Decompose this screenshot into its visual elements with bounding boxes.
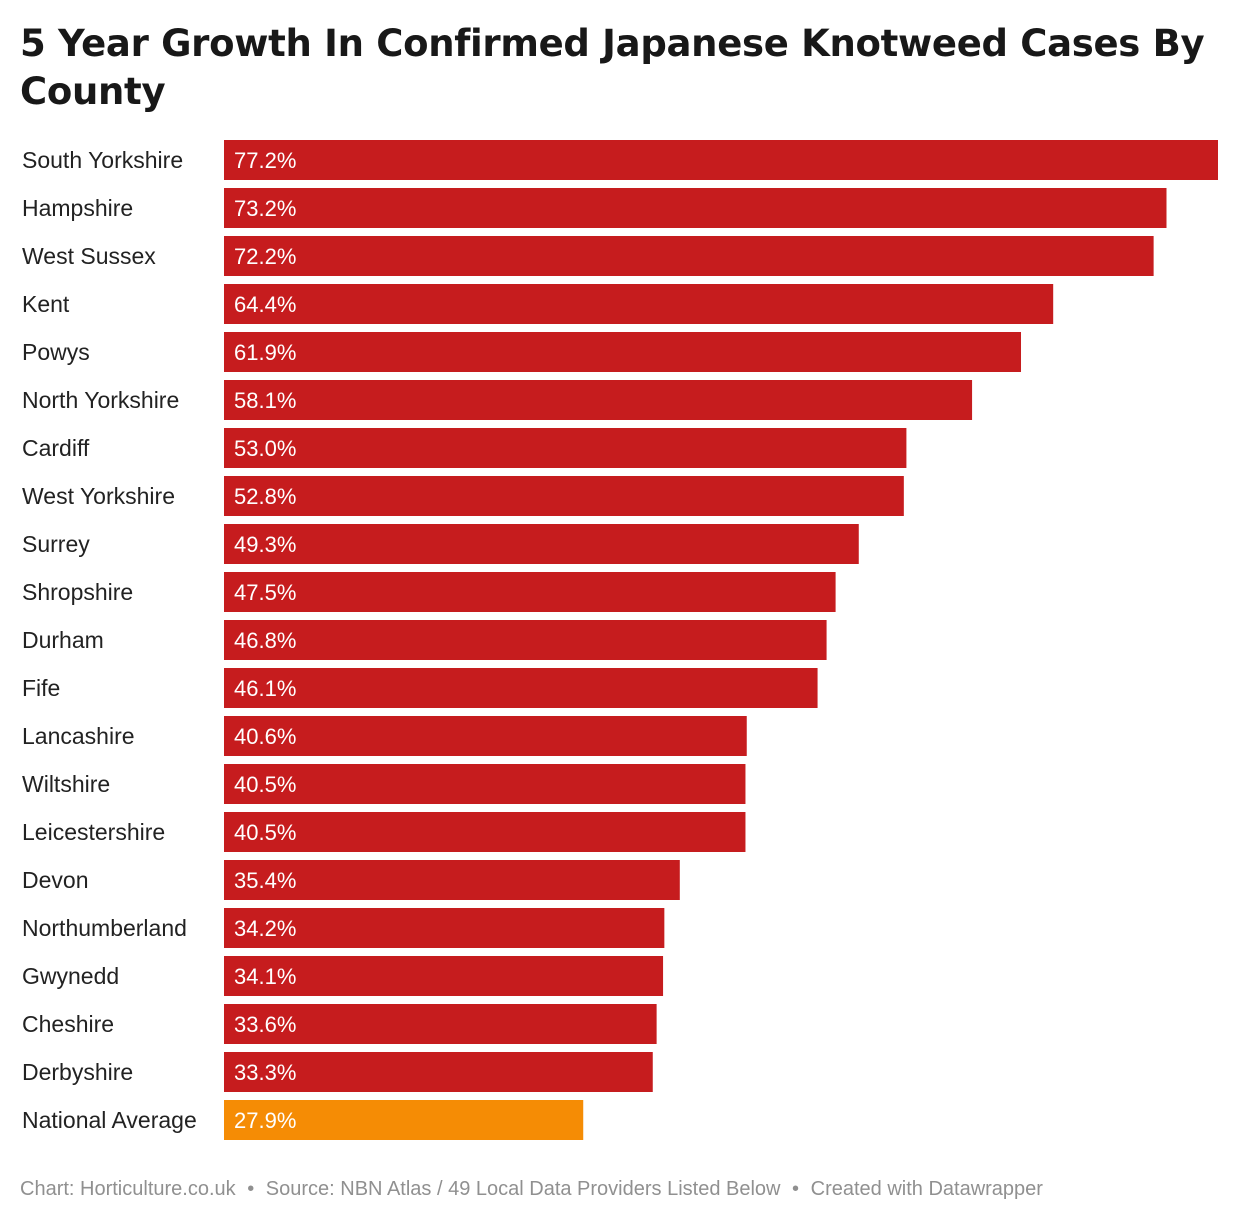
category-label: National Average xyxy=(22,1107,197,1133)
category-label: Wiltshire xyxy=(22,771,110,797)
footer-separator: • xyxy=(792,1178,800,1200)
value-label: 53.0% xyxy=(234,436,296,461)
category-label: Kent xyxy=(22,291,70,317)
bar-chart: South Yorkshire 77.2% Hampshire 73.2% West S… xyxy=(22,140,1218,1140)
bar xyxy=(224,332,1022,372)
bar xyxy=(224,428,907,468)
bar xyxy=(224,620,827,660)
bar xyxy=(224,860,680,900)
value-label: 61.9% xyxy=(234,340,296,365)
category-label: Derbyshire xyxy=(22,1059,133,1085)
bar xyxy=(224,812,746,852)
value-label: 52.8% xyxy=(234,484,296,509)
value-label: 35.4% xyxy=(234,868,296,893)
value-label: 33.6% xyxy=(234,1012,296,1037)
value-label: 27.9% xyxy=(234,1108,296,1133)
value-label: 33.3% xyxy=(234,1060,296,1085)
value-label: 46.1% xyxy=(234,676,296,701)
value-label: 34.2% xyxy=(234,916,296,941)
bar xyxy=(224,1004,657,1044)
value-label: 46.8% xyxy=(234,628,296,653)
bar xyxy=(224,572,836,612)
chart-footer: Chart: Horticulture.co.uk • Source: NBN … xyxy=(20,1178,1043,1201)
bar xyxy=(224,524,859,564)
value-label: 40.5% xyxy=(234,772,296,797)
category-label: Cheshire xyxy=(22,1011,114,1037)
value-label: 77.2% xyxy=(234,148,296,173)
value-label: 49.3% xyxy=(234,532,296,557)
bar xyxy=(224,236,1154,276)
bar xyxy=(224,140,1218,180)
category-label: Powys xyxy=(22,339,90,365)
bar xyxy=(224,764,746,804)
footer-chart-credit: Chart: Horticulture.co.uk xyxy=(20,1178,236,1200)
category-label: Leicestershire xyxy=(22,819,165,845)
category-label: Surrey xyxy=(22,531,90,557)
value-label: 64.4% xyxy=(234,292,296,317)
bar xyxy=(224,908,665,948)
category-label: South Yorkshire xyxy=(22,147,183,173)
value-label: 58.1% xyxy=(234,388,296,413)
category-label: West Yorkshire xyxy=(22,483,175,509)
value-label: 40.5% xyxy=(234,820,296,845)
value-label: 47.5% xyxy=(234,580,296,605)
category-label: Devon xyxy=(22,867,88,893)
category-label: North Yorkshire xyxy=(22,387,179,413)
bar xyxy=(224,1052,653,1092)
category-label: Hampshire xyxy=(22,195,133,221)
category-label: Lancashire xyxy=(22,723,135,749)
category-label: Fife xyxy=(22,675,60,701)
chart-title: 5 Year Growth In Confirmed Japanese Knot… xyxy=(20,22,1205,113)
value-label: 72.2% xyxy=(234,244,296,269)
footer-source: Source: NBN Atlas / 49 Local Data Provid… xyxy=(265,1178,781,1200)
value-label: 73.2% xyxy=(234,196,296,221)
bar xyxy=(224,380,973,420)
bar xyxy=(224,668,818,708)
bar xyxy=(224,284,1054,324)
category-label: Gwynedd xyxy=(22,963,119,989)
category-label: Durham xyxy=(22,627,104,653)
category-label: West Sussex xyxy=(22,243,156,269)
footer-separator: • xyxy=(247,1178,255,1200)
category-label: Shropshire xyxy=(22,579,133,605)
category-label: Cardiff xyxy=(22,435,90,461)
value-label: 34.1% xyxy=(234,964,296,989)
bar xyxy=(224,956,664,996)
bar xyxy=(224,476,904,516)
value-label: 40.6% xyxy=(234,724,296,749)
bar xyxy=(224,188,1167,228)
footer-tool: Created with Datawrapper xyxy=(810,1178,1043,1200)
bar-highlight xyxy=(224,1100,584,1140)
bar xyxy=(224,716,747,756)
category-label: Northumberland xyxy=(22,915,187,941)
